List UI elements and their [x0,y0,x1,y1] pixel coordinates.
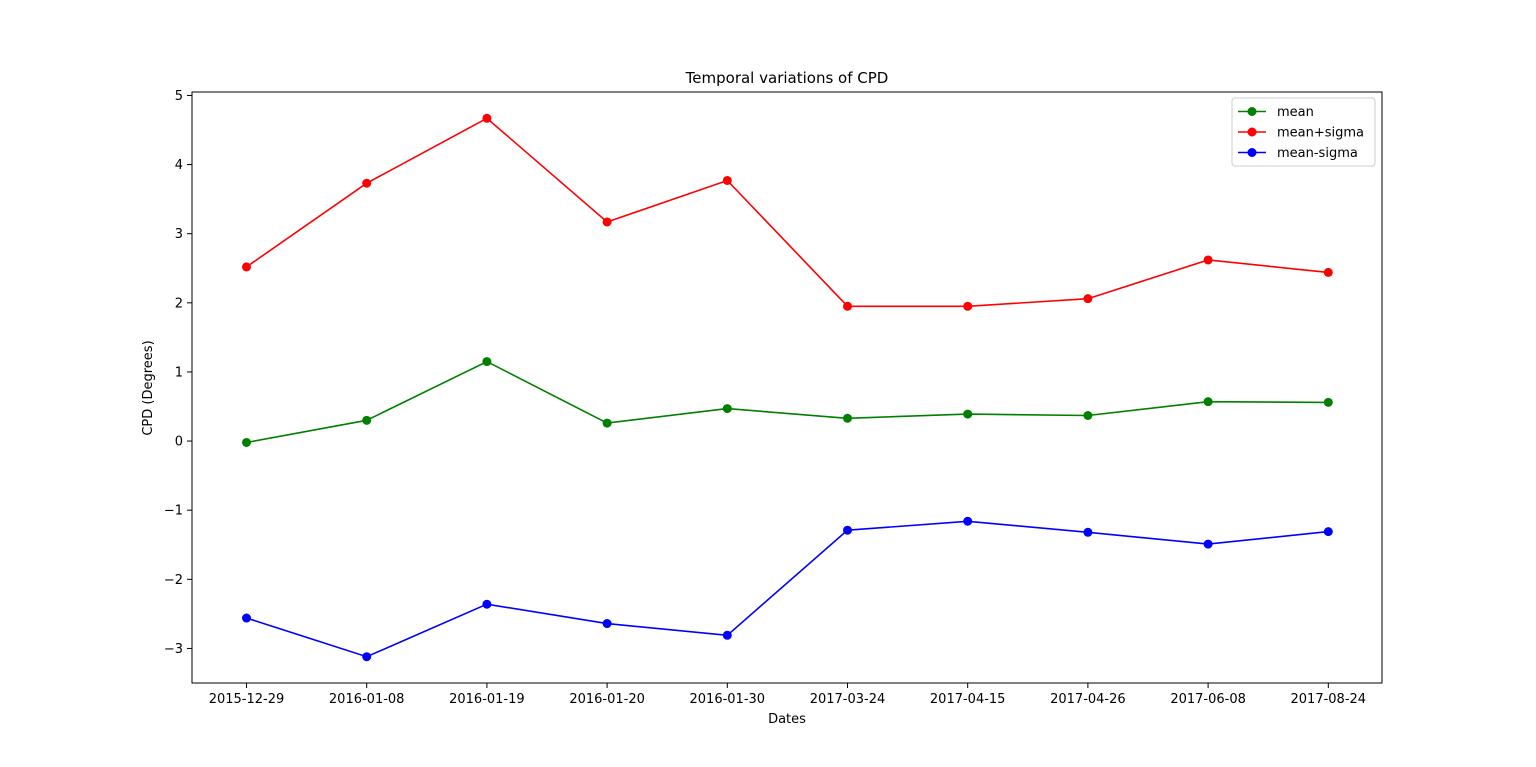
data-point-mean+sigma [242,262,251,272]
x-tick-label: 2017-08-24 [1291,692,1367,707]
data-point-mean+sigma [602,217,612,227]
x-axis: 2015-12-29 2016-01-08 2016-01-19 2016-01-20… [209,683,1366,707]
legend-label-mean: mean [1277,105,1314,120]
data-point-mean-sigma [482,599,492,609]
y-tick-label: 2 [175,296,183,311]
data-point-mean+sigma [1083,294,1093,304]
data-point-mean+sigma [722,175,732,185]
chart-title: Temporal variations of CPD [685,69,889,87]
y-tick-label: 4 [175,158,183,173]
y-axis-label: CPD (Degrees) [141,340,156,435]
data-point-mean-sigma [843,525,852,535]
legend-box [1231,97,1376,167]
data-point-mean [362,415,372,425]
series-layer [242,113,1333,662]
data-point-mean-sigma [362,652,372,662]
data-point-mean [722,404,732,414]
data-point-mean-sigma [1083,527,1093,537]
x-tick-label: 2016-01-08 [329,692,405,707]
legend-label-mean+sigma: mean+sigma [1277,126,1364,141]
data-point-mean [1203,397,1213,407]
data-point-mean-sigma [602,619,612,629]
y-tick-label: 0 [175,435,183,450]
series-line-mean+sigma [246,117,1329,308]
legend-marker-mean+sigma [1247,127,1257,137]
x-tick-label: 2015-12-29 [209,692,285,707]
legend-marker-mean-sigma [1247,148,1257,157]
series-line-mean [246,360,1329,444]
y-tick-label: −1 [164,504,183,519]
x-tick-label: 2017-04-26 [1050,692,1126,707]
y-tick-label: −2 [164,573,183,588]
legend-marker-mean [1247,107,1257,116]
y-tick-label: −3 [164,642,183,657]
data-point-mean+sigma [482,113,492,123]
data-point-mean+sigma [963,301,973,311]
legend-label-mean-sigma: mean-sigma [1277,146,1358,161]
data-point-mean+sigma [843,301,852,311]
x-tick-label: 2016-01-30 [690,692,766,707]
data-point-mean [963,409,973,419]
y-tick-label: 5 [175,89,183,104]
data-point-mean [1083,410,1093,420]
data-point-mean-sigma [963,516,973,526]
data-point-mean+sigma [362,178,372,188]
data-point-mean [602,418,612,428]
x-tick-label: 2017-04-15 [930,692,1006,707]
data-point-mean [482,357,492,367]
x-tick-label: 2017-03-24 [810,692,886,707]
data-point-mean-sigma [1203,539,1213,549]
x-axis-label: Dates [768,712,806,727]
data-point-mean-sigma [722,630,732,640]
y-tick-label: 3 [175,227,183,242]
legend: mean mean+sigma mean-sigma [1231,97,1376,167]
data-point-mean [242,437,251,447]
data-point-mean+sigma [1323,267,1333,277]
data-point-mean-sigma [1323,527,1333,537]
y-tick-label: 1 [175,365,183,380]
data-point-mean+sigma [1203,255,1213,265]
x-tick-label: 2016-01-20 [569,692,645,707]
x-tick-label: 2017-06-08 [1170,692,1246,707]
data-point-mean-sigma [242,613,251,623]
x-tick-label: 2016-01-19 [449,692,525,707]
plot-frame [191,91,1383,684]
series-line-mean-sigma [246,520,1329,658]
data-point-mean [843,413,852,423]
data-point-mean [1323,397,1333,407]
y-axis: −3 −2 −1 0 1 2 3 4 5 [164,89,192,657]
